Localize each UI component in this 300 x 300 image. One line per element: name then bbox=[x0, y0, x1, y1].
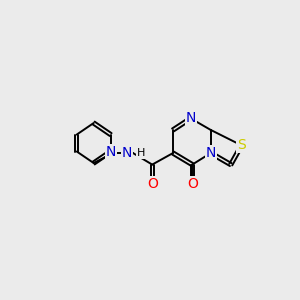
Text: O: O bbox=[147, 177, 158, 191]
Text: N: N bbox=[122, 146, 132, 160]
Text: O: O bbox=[187, 177, 198, 191]
Text: N: N bbox=[206, 146, 216, 160]
Text: S: S bbox=[237, 138, 246, 152]
Text: N: N bbox=[105, 145, 116, 158]
Text: N: N bbox=[185, 111, 196, 125]
Text: H: H bbox=[137, 148, 145, 158]
